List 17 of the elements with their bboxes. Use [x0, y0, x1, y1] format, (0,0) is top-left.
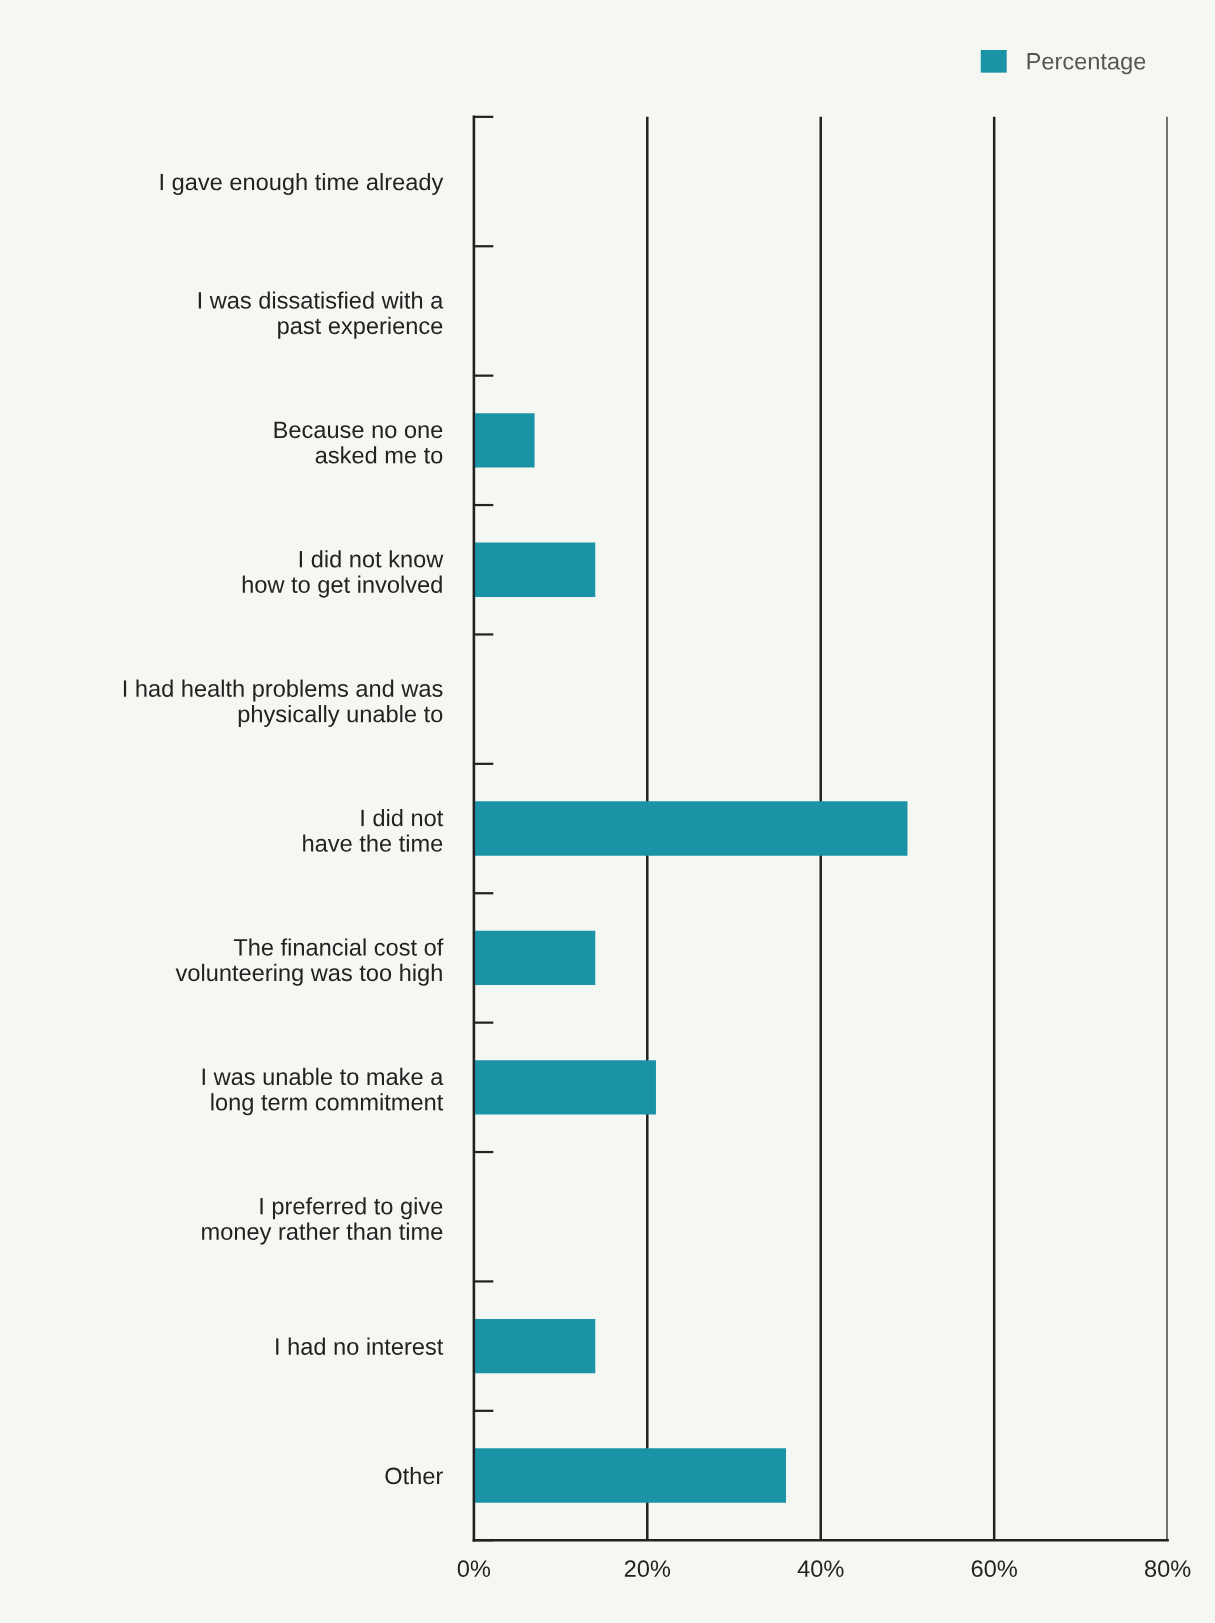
x-tick-label: 80% — [1145, 1560, 1191, 1578]
y-tick-label: The financial cost of volunteering was too high — [175, 938, 444, 986]
y-tick-label: I was unable to make a long term commitment — [202, 1067, 444, 1116]
legend-label: Percentage — [1027, 53, 1146, 75]
x-tick-label: 20% — [624, 1560, 671, 1578]
y-tick-label: I preferred to give money rather than time — [202, 1197, 443, 1245]
y-tick-label: Because no one asked me to — [274, 421, 443, 464]
y-tick-label: I did not know how to get involved — [242, 550, 444, 598]
y-tick-label: I gave enough time already — [160, 173, 444, 196]
y-tick-label: I did not have the time — [303, 808, 444, 852]
y-tick-label: I had no interest — [276, 1337, 444, 1355]
y-tick-label: I had health problems and was physically unable to — [123, 679, 443, 728]
y-tick-label: Other — [385, 1466, 443, 1485]
x-tick-label: 0% — [457, 1560, 491, 1578]
x-tick-label: 60% — [971, 1560, 1017, 1578]
x-tick-label: 40% — [797, 1560, 844, 1578]
y-tick-label: I was dissatisfied with a past experience — [198, 291, 444, 339]
